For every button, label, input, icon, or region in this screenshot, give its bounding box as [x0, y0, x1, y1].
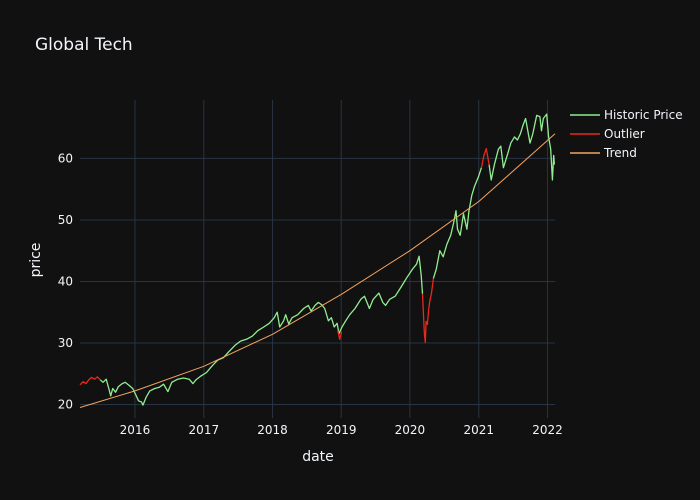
y-tick-label: 40 — [58, 274, 73, 288]
x-axis-title: date — [302, 449, 334, 465]
outlier-line — [337, 330, 343, 340]
legend-item-historic-price[interactable]: Historic Price — [570, 108, 683, 122]
x-tick-label: 2021 — [464, 423, 495, 437]
y-axis-title: price — [28, 243, 44, 278]
trend-line — [79, 133, 556, 408]
grid — [80, 100, 555, 418]
x-tick-label: 2020 — [395, 423, 426, 437]
x-axis-ticks: 2016 2017 2018 2019 2020 2021 2022 — [120, 423, 563, 437]
x-tick-label: 2018 — [257, 423, 288, 437]
outlier-line — [480, 147, 490, 168]
legend-label: Historic Price — [604, 108, 683, 122]
chart-title: Global Tech — [35, 35, 133, 55]
y-tick-label: 30 — [58, 336, 73, 350]
y-tick-label: 20 — [58, 397, 73, 411]
outlier-line — [421, 278, 435, 343]
legend-item-trend[interactable]: Trend — [570, 146, 637, 160]
historic-price-line — [488, 113, 556, 181]
y-axis-ticks: 20 30 40 50 60 — [58, 151, 73, 411]
historic-price-line — [99, 255, 424, 406]
plot-area — [79, 113, 556, 408]
legend[interactable]: Historic Price Outlier Trend — [570, 108, 683, 160]
legend-item-outlier[interactable]: Outlier — [570, 127, 645, 141]
historic-price-line — [432, 167, 483, 279]
y-tick-label: 50 — [58, 213, 73, 227]
x-tick-label: 2019 — [326, 423, 357, 437]
legend-label: Outlier — [604, 127, 645, 141]
y-tick-label: 60 — [58, 151, 73, 165]
x-tick-label: 2016 — [120, 423, 151, 437]
legend-label: Trend — [603, 146, 637, 160]
outlier-line — [79, 376, 101, 386]
x-tick-label: 2022 — [532, 423, 563, 437]
x-tick-label: 2017 — [189, 423, 220, 437]
